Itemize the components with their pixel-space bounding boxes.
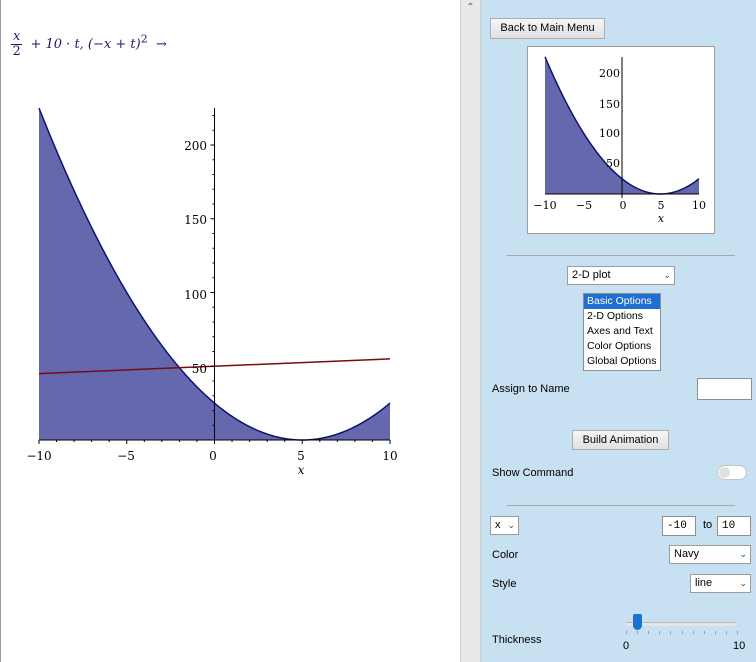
fraction-denominator: 2 bbox=[12, 44, 21, 59]
main-plot[interactable]: −10 −5 0 5 10 200 150 100 50 x bbox=[1, 100, 421, 480]
list-item-color-options[interactable]: Color Options bbox=[587, 340, 652, 352]
thickness-label: Thickness bbox=[492, 634, 542, 646]
slider-tick bbox=[659, 631, 661, 634]
range-to-input[interactable]: 10 bbox=[717, 516, 751, 536]
main-plot-xtick-label: 0 bbox=[209, 449, 217, 463]
chevron-down-icon: ⌄ bbox=[663, 270, 671, 280]
color-dropdown[interactable]: Navy ⌄ bbox=[669, 545, 751, 564]
preview-xlabel: x bbox=[658, 212, 665, 225]
chevron-down-icon: ⌄ bbox=[507, 520, 515, 530]
list-item-global-options[interactable]: Global Options bbox=[587, 355, 657, 367]
main-plot-xtick-label: 5 bbox=[297, 449, 305, 463]
thickness-min-label: 0 bbox=[623, 640, 630, 652]
math-power: 2 bbox=[140, 32, 148, 46]
chevron-down-icon: ⌄ bbox=[739, 549, 747, 559]
list-item-2d-options[interactable]: 2-D Options bbox=[587, 310, 644, 322]
style-dropdown[interactable]: line ⌄ bbox=[690, 574, 751, 593]
range-to-label: to bbox=[703, 519, 713, 531]
style-label: Style bbox=[492, 578, 517, 590]
worksheet-area[interactable]: x 2 + 10 · t, (−x + t)2 → −10 −5 0 5 10 … bbox=[0, 0, 460, 662]
separator bbox=[507, 505, 735, 506]
plot-type-dropdown[interactable]: 2-D plot ⌄ bbox=[567, 266, 675, 285]
options-listbox[interactable]: Basic Options 2-D Options Axes and Text … bbox=[583, 293, 661, 371]
slider-tick bbox=[626, 631, 627, 634]
variable-value: x bbox=[495, 519, 501, 531]
fraction-numerator: x bbox=[11, 29, 23, 45]
preview-xtick-label: −10 bbox=[533, 199, 556, 212]
show-command-toggle[interactable] bbox=[717, 465, 747, 480]
style-value: line bbox=[695, 577, 713, 589]
slider-tick bbox=[692, 631, 694, 634]
color-label: Color bbox=[492, 549, 519, 561]
thickness-slider-handle[interactable] bbox=[633, 614, 643, 630]
chevron-down-icon: ⌄ bbox=[739, 578, 747, 588]
preview-ytick-label: 200 bbox=[599, 67, 620, 80]
preview-fill-area bbox=[545, 56, 699, 194]
slider-tick bbox=[703, 631, 705, 634]
thickness-slider-ticks bbox=[626, 631, 738, 634]
main-plot-ticks bbox=[38, 115, 391, 444]
preview-plot: −10 −5 0 5 10 200 150 100 50 x bbox=[533, 56, 706, 225]
preview-ytick-label: 50 bbox=[606, 157, 620, 170]
main-plot-xlabel: x bbox=[298, 463, 305, 477]
preview-ytick-label: 100 bbox=[599, 127, 620, 140]
plot-preview: −10 −5 0 5 10 200 150 100 50 x bbox=[527, 46, 715, 234]
thickness-slider-track[interactable] bbox=[626, 622, 737, 626]
assign-to-name-label: Assign to Name bbox=[492, 383, 570, 395]
math-arrow: → bbox=[155, 37, 167, 52]
variable-dropdown[interactable]: x ⌄ bbox=[490, 516, 519, 535]
main-plot-ytick-label: 200 bbox=[184, 139, 207, 153]
main-plot-xtick-label: −5 bbox=[117, 449, 135, 463]
main-plot-xtick-label: −10 bbox=[26, 449, 51, 463]
build-animation-button[interactable]: Build Animation bbox=[572, 430, 669, 450]
slider-tick bbox=[725, 631, 727, 634]
list-item-axes-and-text[interactable]: Axes and Text bbox=[587, 325, 653, 337]
preview-xtick-label: 10 bbox=[692, 199, 706, 212]
slider-tick bbox=[681, 631, 683, 634]
main-plot-ytick-label: 150 bbox=[184, 213, 207, 227]
separator bbox=[507, 255, 735, 256]
list-item-basic-options[interactable]: Basic Options bbox=[584, 294, 660, 309]
preview-xtick-label: −5 bbox=[576, 199, 592, 212]
preview-ytick-label: 150 bbox=[599, 98, 620, 111]
show-command-label: Show Command bbox=[492, 467, 574, 479]
assign-to-name-input[interactable] bbox=[697, 378, 752, 400]
main-plot-xtick-label: 10 bbox=[382, 449, 397, 463]
slider-tick bbox=[637, 631, 639, 634]
slider-tick bbox=[737, 631, 738, 634]
main-plot-ytick-label: 100 bbox=[184, 288, 207, 302]
main-plot-fill-area bbox=[39, 108, 390, 440]
preview-xtick-label: 0 bbox=[620, 199, 627, 212]
slider-tick bbox=[670, 631, 672, 634]
main-plot-ytick-label: 50 bbox=[192, 362, 207, 376]
panel-splitter[interactable]: ⌃ bbox=[460, 0, 481, 662]
range-from-input[interactable]: -10 bbox=[662, 516, 696, 536]
thickness-max-label: 10 bbox=[733, 640, 746, 652]
plot-type-value: 2-D plot bbox=[572, 269, 611, 281]
back-to-main-menu-button[interactable]: Back to Main Menu bbox=[490, 18, 605, 39]
math-command: x 2 + 10 · t, (−x + t)2 → bbox=[11, 30, 167, 59]
slider-tick bbox=[648, 631, 650, 634]
color-value: Navy bbox=[674, 548, 700, 560]
math-expression: + 10 · t, (−x + t) bbox=[30, 37, 141, 52]
slider-tick bbox=[714, 631, 716, 634]
toggle-knob bbox=[719, 467, 730, 478]
preview-xtick-label: 5 bbox=[658, 199, 665, 212]
plot-builder-panel: Back to Main Menu −10 −5 0 5 10 200 150 … bbox=[481, 0, 756, 662]
chevron-up-icon[interactable]: ⌃ bbox=[466, 2, 475, 13]
